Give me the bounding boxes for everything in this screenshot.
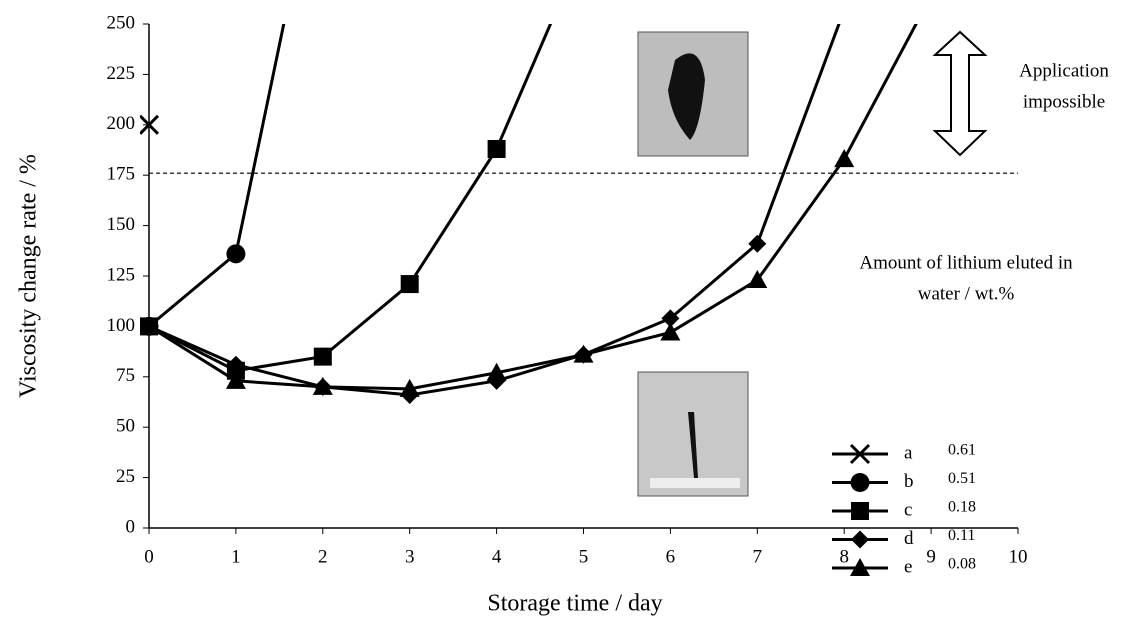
x-tick-label: 10 [1009,546,1028,567]
y-tick-label: 0 [126,516,136,537]
legend-label: d [904,528,914,549]
photo-plate [650,478,740,488]
marker [921,0,941,4]
legend-marker [850,558,870,576]
x-tick-label: 2 [318,546,328,567]
legend-marker [851,502,869,520]
y-tick-label: 25 [116,466,135,487]
marker [487,139,506,158]
legend-value: 0.08 [948,556,976,573]
y-tick-label: 150 [107,214,136,235]
legend-value: 0.11 [948,527,975,544]
series-line [148,24,286,328]
marker [834,149,855,168]
y-tick-label: 75 [116,365,135,386]
gel-blob [668,53,705,141]
y-axis-label: Viscosity change rate / % [16,154,42,398]
x-tick-label: 9 [926,546,936,567]
y-tick-label: 100 [107,315,136,336]
legend-marker [849,443,871,465]
marker [748,234,767,253]
marker [573,344,594,363]
note-line: Application [1019,60,1109,81]
marker [226,244,246,264]
x-tick-label: 1 [231,546,241,567]
marker [140,316,159,335]
x-tick-label: 3 [405,546,415,567]
x-tick-label: 7 [753,546,763,567]
legend-value: 0.51 [948,470,976,487]
series-line [148,24,918,391]
x-tick-label: 0 [144,546,154,567]
marker [312,376,333,395]
legend-label: c [904,499,912,520]
marker [140,114,160,135]
marker [313,347,332,366]
plot-area [140,0,941,404]
legend-marker [851,530,869,549]
photo-slurry [637,371,749,497]
x-tick-label: 6 [666,546,676,567]
marker [399,378,420,397]
legend-label: b [904,471,914,492]
series-line [148,24,553,373]
marker [660,322,681,341]
marker [226,355,245,374]
marker [747,270,768,289]
y-tick-label: 50 [116,416,135,437]
legend-label: e [904,556,912,577]
legend-title: Amount of lithium eluted in [859,252,1073,273]
legend-marker [850,473,870,492]
marker [486,362,507,381]
double-arrow [932,30,988,157]
y-tick-label: 175 [107,164,136,185]
marker [400,275,419,294]
marker [661,309,680,328]
x-tick-label: 8 [839,546,849,567]
legend-value: 0.61 [948,442,976,459]
legend-title: water / wt.% [918,283,1015,304]
slurry-drip [688,412,698,478]
y-tick-label: 125 [107,264,136,285]
y-tick-label: 225 [107,63,136,84]
legend-label: a [904,442,913,463]
y-tick-label: 250 [107,12,136,33]
legend-value: 0.18 [948,499,976,516]
x-axis-label: Storage time / day [487,591,662,617]
x-tick-label: 4 [492,546,502,567]
marker [225,370,246,389]
marker [835,1,853,19]
note-line: impossible [1023,91,1105,112]
x-tick-label: 5 [579,546,589,567]
y-tick-label: 200 [107,113,136,134]
